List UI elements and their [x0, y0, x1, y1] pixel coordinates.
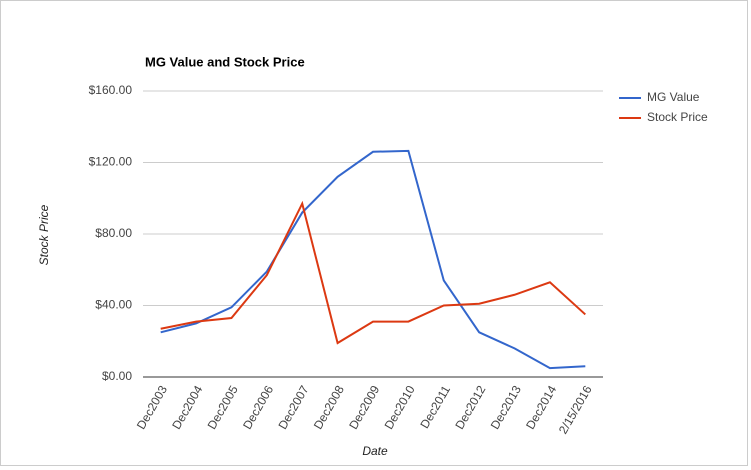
series-line	[160, 200, 586, 345]
legend-label: MG Value	[647, 90, 700, 104]
y-tick-label: $160.00	[89, 83, 133, 97]
x-axis-title: Date	[362, 444, 388, 458]
y-axis-title: Stock Price	[37, 204, 51, 265]
y-tick-label: $120.00	[89, 155, 133, 169]
y-tick-label: $0.00	[102, 369, 132, 383]
chart-title: MG Value and Stock Price	[145, 54, 305, 69]
series-line	[160, 149, 586, 370]
legend-label: Stock Price	[647, 110, 708, 124]
y-tick-label: $40.00	[95, 298, 132, 312]
y-tick-label: $80.00	[95, 226, 132, 240]
